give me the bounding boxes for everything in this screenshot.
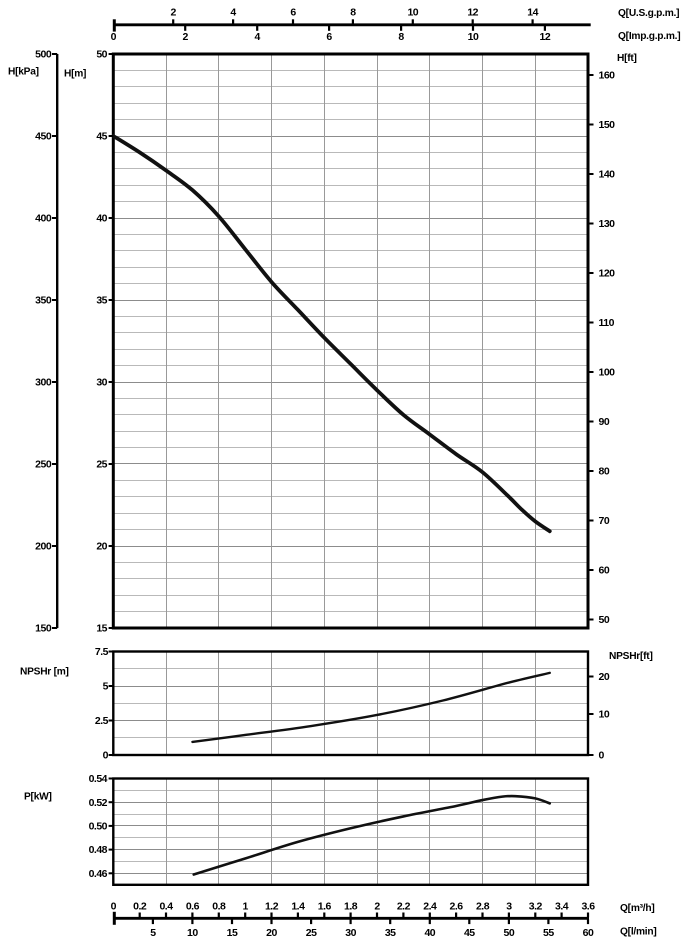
svg-text:2: 2 xyxy=(374,900,380,912)
svg-text:0.52: 0.52 xyxy=(89,797,108,809)
svg-text:45: 45 xyxy=(96,131,107,143)
svg-text:6: 6 xyxy=(326,31,332,43)
svg-text:20: 20 xyxy=(96,541,107,553)
svg-text:0: 0 xyxy=(599,750,605,762)
svg-text:300: 300 xyxy=(35,377,52,389)
svg-text:35: 35 xyxy=(385,927,396,939)
svg-text:3.6: 3.6 xyxy=(581,900,595,912)
svg-text:Q[U.S.g.p.m.]: Q[U.S.g.p.m.] xyxy=(618,8,679,19)
svg-text:12: 12 xyxy=(467,7,478,19)
svg-text:4: 4 xyxy=(230,7,236,19)
svg-text:250: 250 xyxy=(35,459,52,471)
svg-text:3: 3 xyxy=(506,900,512,912)
svg-text:1.2: 1.2 xyxy=(265,900,279,912)
svg-text:45: 45 xyxy=(464,927,475,939)
svg-text:P[kW]: P[kW] xyxy=(24,792,52,803)
svg-text:50: 50 xyxy=(96,49,107,61)
svg-text:0.54: 0.54 xyxy=(89,773,108,785)
svg-text:0.2: 0.2 xyxy=(133,900,147,912)
svg-text:1: 1 xyxy=(243,900,249,912)
svg-text:20: 20 xyxy=(599,671,610,683)
svg-text:14: 14 xyxy=(527,7,538,19)
svg-text:15: 15 xyxy=(96,623,107,635)
svg-text:2.5: 2.5 xyxy=(95,715,109,727)
svg-text:200: 200 xyxy=(35,541,52,553)
svg-text:0: 0 xyxy=(111,900,117,912)
svg-text:50: 50 xyxy=(504,927,515,939)
svg-text:70: 70 xyxy=(599,515,610,527)
svg-text:150: 150 xyxy=(35,623,52,635)
svg-text:12: 12 xyxy=(540,31,551,43)
svg-text:40: 40 xyxy=(96,213,107,225)
svg-text:110: 110 xyxy=(599,317,615,329)
svg-text:90: 90 xyxy=(599,416,610,428)
svg-text:500: 500 xyxy=(35,49,52,61)
svg-text:5: 5 xyxy=(103,681,109,693)
svg-text:0.48: 0.48 xyxy=(89,844,108,856)
svg-text:2.6: 2.6 xyxy=(450,900,464,912)
svg-text:Q[l/min]: Q[l/min] xyxy=(620,927,656,938)
svg-text:Q[m³/h]: Q[m³/h] xyxy=(620,903,654,914)
svg-text:50: 50 xyxy=(599,614,610,626)
svg-text:Q[Imp.g.p.m.]: Q[Imp.g.p.m.] xyxy=(618,31,680,42)
svg-text:10: 10 xyxy=(407,7,418,19)
svg-text:140: 140 xyxy=(599,169,616,181)
svg-text:H[ft]: H[ft] xyxy=(617,53,637,64)
svg-text:0.50: 0.50 xyxy=(89,821,108,833)
svg-text:2: 2 xyxy=(171,7,177,19)
svg-text:0.6: 0.6 xyxy=(186,900,200,912)
svg-text:25: 25 xyxy=(96,459,107,471)
svg-text:130: 130 xyxy=(599,218,616,230)
svg-text:20: 20 xyxy=(266,927,277,939)
svg-text:7.5: 7.5 xyxy=(95,646,109,658)
svg-text:1.6: 1.6 xyxy=(318,900,332,912)
svg-text:60: 60 xyxy=(583,927,594,939)
svg-text:30: 30 xyxy=(96,377,107,389)
svg-text:0: 0 xyxy=(103,750,109,762)
svg-text:10: 10 xyxy=(468,31,479,43)
svg-text:25: 25 xyxy=(306,927,317,939)
svg-text:1.4: 1.4 xyxy=(291,900,305,912)
svg-text:2.4: 2.4 xyxy=(423,900,437,912)
svg-text:0.46: 0.46 xyxy=(89,868,108,880)
svg-text:6: 6 xyxy=(290,7,296,19)
svg-text:2.8: 2.8 xyxy=(476,900,490,912)
svg-text:8: 8 xyxy=(350,7,356,19)
svg-text:2: 2 xyxy=(183,31,189,43)
svg-text:10: 10 xyxy=(187,927,198,939)
svg-text:100: 100 xyxy=(599,367,616,379)
svg-text:3.4: 3.4 xyxy=(555,900,569,912)
svg-text:60: 60 xyxy=(599,565,610,577)
svg-text:NPSHr [m]: NPSHr [m] xyxy=(20,667,69,678)
svg-text:NPSHr[ft]: NPSHr[ft] xyxy=(609,651,653,662)
svg-text:120: 120 xyxy=(599,268,616,280)
svg-text:H[kPa]: H[kPa] xyxy=(8,67,39,78)
svg-text:400: 400 xyxy=(35,213,52,225)
svg-text:40: 40 xyxy=(424,927,435,939)
svg-text:160: 160 xyxy=(599,70,616,82)
svg-text:150: 150 xyxy=(599,119,616,131)
svg-text:H[m]: H[m] xyxy=(64,69,86,80)
svg-text:1.8: 1.8 xyxy=(344,900,358,912)
svg-text:3.2: 3.2 xyxy=(529,900,543,912)
svg-text:4: 4 xyxy=(255,31,261,43)
svg-text:450: 450 xyxy=(35,131,52,143)
svg-text:5: 5 xyxy=(150,927,156,939)
svg-text:55: 55 xyxy=(543,927,554,939)
svg-text:15: 15 xyxy=(227,927,238,939)
svg-text:350: 350 xyxy=(35,295,52,307)
svg-text:10: 10 xyxy=(599,709,610,721)
svg-text:2.2: 2.2 xyxy=(397,900,411,912)
svg-text:80: 80 xyxy=(599,466,610,478)
svg-text:0.8: 0.8 xyxy=(212,900,226,912)
svg-text:0.4: 0.4 xyxy=(159,900,173,912)
svg-text:0: 0 xyxy=(111,31,117,43)
svg-text:8: 8 xyxy=(398,31,404,43)
svg-text:35: 35 xyxy=(96,295,107,307)
svg-text:30: 30 xyxy=(345,927,356,939)
